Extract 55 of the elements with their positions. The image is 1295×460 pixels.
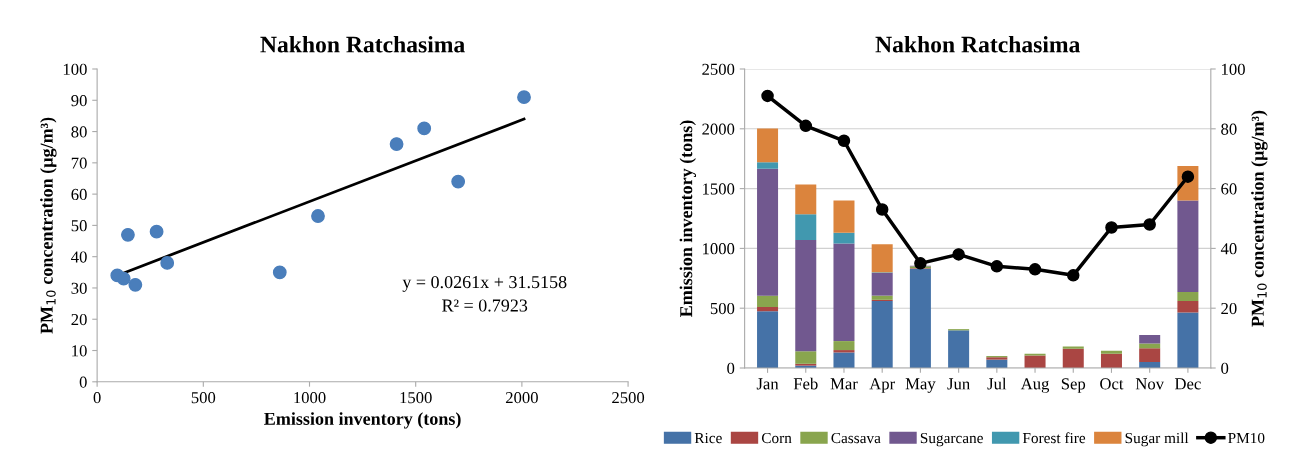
y-axis-title: Emission inventory (tons) (679, 120, 697, 317)
y-axis-title: PM$_{10}$ concentration (µg/m³) (40, 117, 57, 334)
x-tick-label: 1000 (294, 392, 326, 404)
x-tick-label: 2500 (612, 392, 645, 404)
y2-tick-label: 80 (1221, 123, 1237, 135)
y-tick-label: 40 (71, 251, 87, 263)
y2-tick-label: 20 (1221, 302, 1237, 315)
legend-label: Rice (694, 432, 722, 444)
x-tick-label: Oct (1100, 378, 1124, 390)
x-tick-label: 500 (191, 392, 216, 404)
legend-label: Sugarcane (920, 432, 983, 447)
y-tick-label: 2000 (702, 123, 735, 135)
x-tick-label: Aug (1020, 378, 1050, 393)
legend-label: Forest fire (1022, 432, 1086, 444)
y2-tick-label: 100 (1222, 63, 1245, 75)
x-tick-label: 0 (93, 392, 101, 404)
y2-tick-label: 40 (1220, 243, 1237, 255)
chart-title: Nakhon Ratchasima (875, 35, 1081, 53)
y-tick-label: 0 (727, 362, 735, 374)
y-tick-label: 80 (71, 126, 87, 138)
chart-title: Nakhon Ratchasima (260, 35, 465, 53)
x-tick-label: Feb (793, 377, 818, 390)
y-tick-label: 50 (71, 220, 87, 232)
legend-label: Cassava (831, 432, 881, 444)
y-tick-label: 100 (63, 63, 87, 75)
x-tick-label: 1500 (400, 392, 432, 404)
annotation: R² = 0.7923 (442, 299, 528, 312)
x-tick-label: Mar (830, 378, 858, 390)
x-tick-label: Jul (987, 377, 1007, 390)
legend-label: Corn (761, 432, 792, 444)
legend-label: Sugar mill (1125, 432, 1189, 447)
x-tick-label: Dec (1174, 378, 1201, 390)
y-tick-label: 1500 (703, 183, 735, 195)
x-tick-label: Jun (947, 378, 970, 390)
y-tick-label: 2500 (702, 63, 735, 75)
y-tick-label: 20 (71, 313, 87, 326)
x-tick-label: 2000 (505, 392, 538, 404)
x-tick-label: May (905, 378, 936, 393)
y-tick-label: 1000 (703, 243, 735, 255)
y2-axis-title: PM$_{10}$ concentration (µg/m³) (1251, 110, 1268, 327)
y2-tick-label: 60 (1221, 183, 1237, 195)
y-tick-label: 60 (71, 188, 87, 201)
x-tick-label: Nov (1135, 378, 1165, 390)
legend-label: PM10 (1228, 432, 1265, 444)
y-tick-label: 500 (710, 302, 735, 315)
x-tick-label: Apr (869, 378, 896, 393)
y-tick-label: 10 (72, 345, 87, 357)
y-tick-label: 90 (71, 94, 87, 107)
y-tick-label: 30 (71, 282, 87, 294)
x-tick-label: Sep (1061, 378, 1086, 393)
annotation: y = 0.0261x + 31.5158 (402, 275, 567, 292)
y2-tick-label: 0 (1221, 362, 1229, 374)
x-tick-label: Jan (756, 378, 779, 390)
y-tick-label: 70 (71, 157, 87, 169)
x-axis-title: Emission inventory (tons) (264, 412, 461, 429)
